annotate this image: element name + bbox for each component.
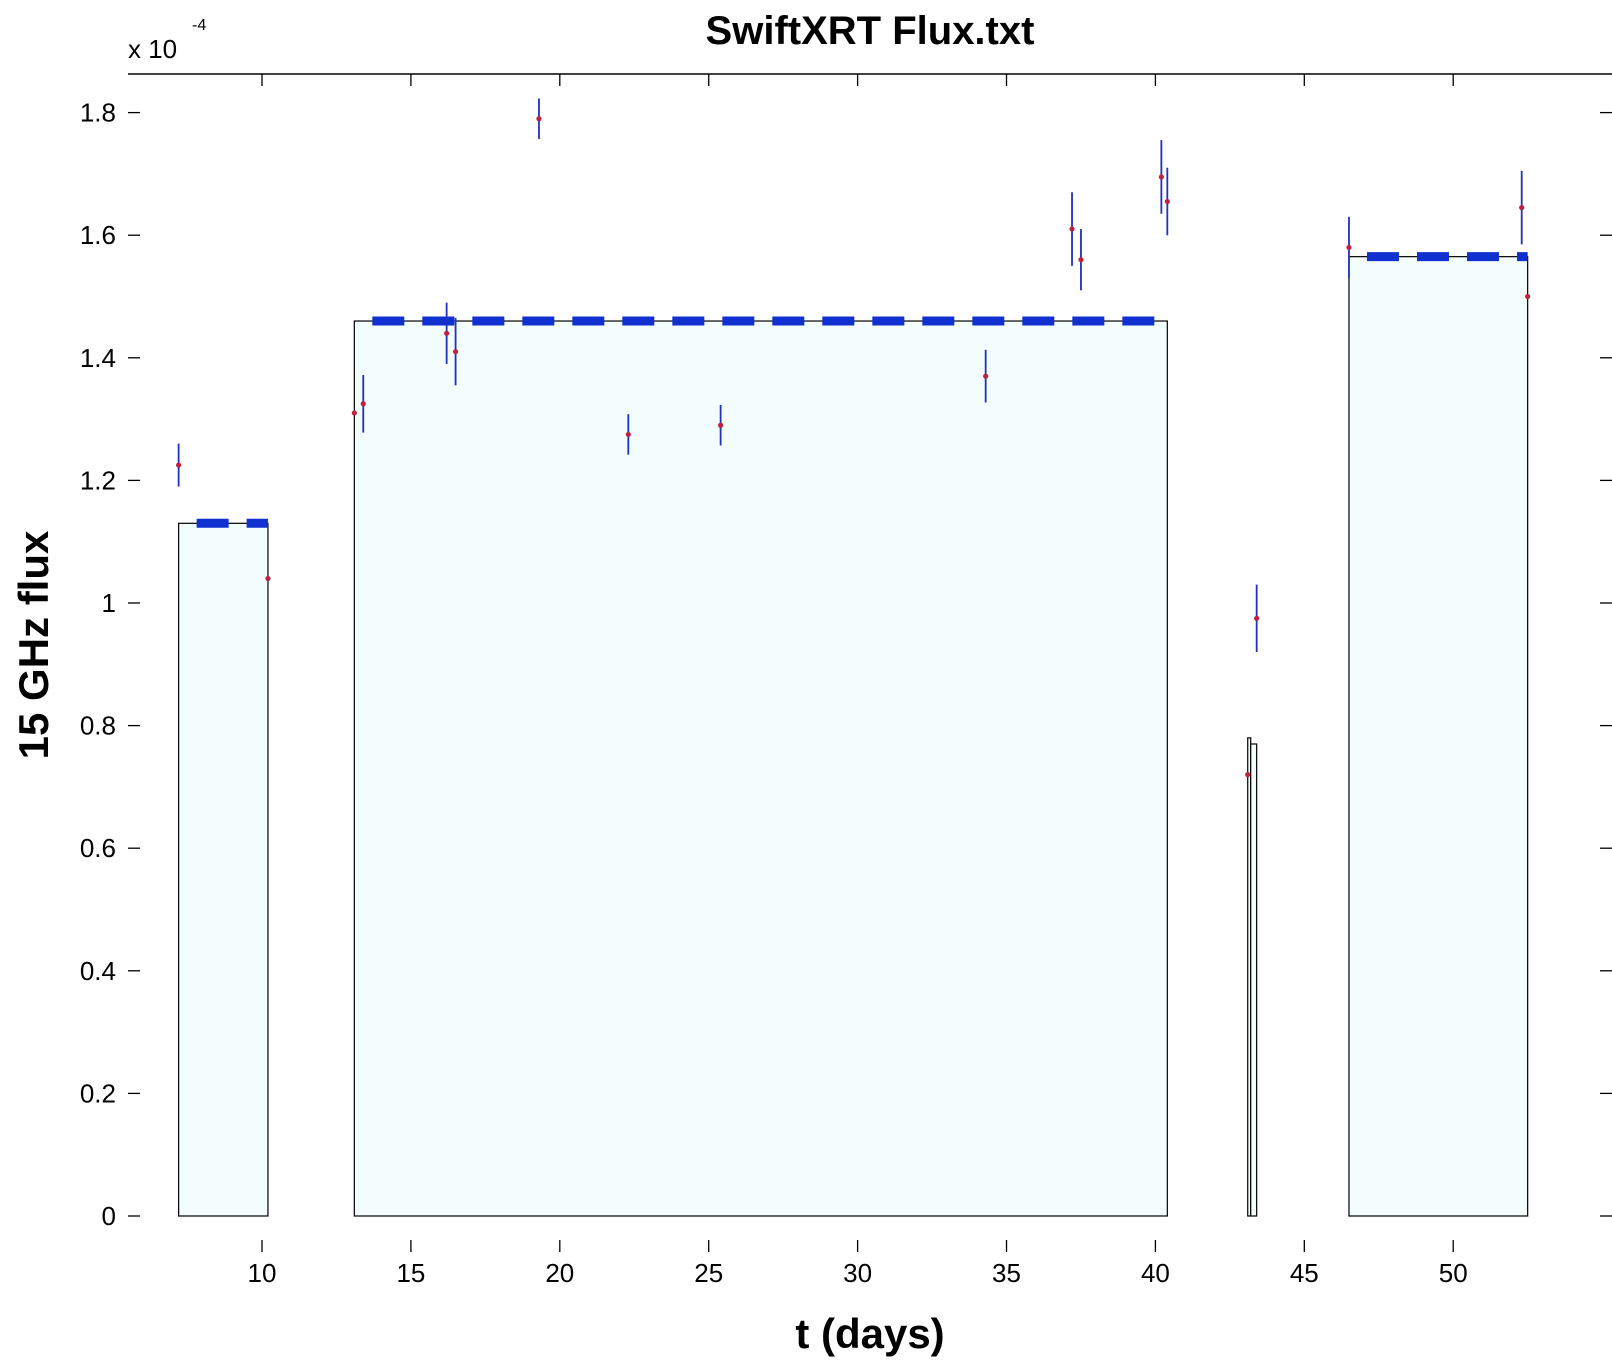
y-tick-label-2: 0.4 bbox=[80, 956, 116, 986]
y-tick-label-8: 1.6 bbox=[80, 220, 116, 250]
data-point-11 bbox=[1078, 257, 1084, 263]
data-point-0 bbox=[176, 462, 182, 468]
y-axis-label: 15 GHz flux bbox=[10, 530, 57, 759]
x-tick-label-3: 25 bbox=[694, 1258, 723, 1288]
x-tick-label-1: 15 bbox=[396, 1258, 425, 1288]
x-tick-label-0: 10 bbox=[248, 1258, 277, 1288]
data-point-6 bbox=[536, 116, 542, 122]
y-tick-label-6: 1.2 bbox=[80, 465, 116, 495]
x-tick-label-8: 50 bbox=[1439, 1258, 1468, 1288]
block-0 bbox=[178, 522, 269, 1217]
mean-lines-layer bbox=[196, 252, 1528, 528]
y-tick-label-5: 1 bbox=[102, 588, 116, 618]
x-tick-label-2: 20 bbox=[545, 1258, 574, 1288]
data-point-1 bbox=[265, 575, 271, 582]
data-point-14 bbox=[1245, 772, 1251, 778]
y-tick-label-7: 1.4 bbox=[80, 343, 116, 373]
y-multiplier-exponent: -4 bbox=[192, 17, 206, 34]
y-multiplier-base: x 10 bbox=[128, 34, 177, 64]
x-tick-label-5: 35 bbox=[992, 1258, 1021, 1288]
data-point-17 bbox=[1519, 205, 1525, 211]
data-point-9 bbox=[983, 373, 989, 379]
y-tick-label-0: 0 bbox=[102, 1201, 116, 1231]
block-1 bbox=[353, 320, 1168, 1217]
data-point-5 bbox=[452, 349, 459, 355]
data-point-16 bbox=[1346, 244, 1352, 251]
block-3 bbox=[1250, 743, 1258, 1217]
x-tick-label-7: 45 bbox=[1290, 1258, 1319, 1288]
x-tick-label-4: 30 bbox=[843, 1258, 872, 1288]
y-axis-ticks: 0 0.2 0.4 0.6 0.8 1 1.2 1.4 1.6 1.8 bbox=[80, 98, 1612, 1231]
points-layer bbox=[176, 116, 1531, 778]
y-tick-label-3: 0.6 bbox=[80, 833, 116, 863]
data-point-10 bbox=[1069, 226, 1075, 232]
y-tick-label-4: 0.8 bbox=[80, 711, 116, 741]
y-tick-label-1: 0.2 bbox=[80, 1078, 116, 1108]
chart-title: SwiftXRT Flux.txt bbox=[706, 9, 1035, 53]
blocks-layer bbox=[178, 256, 1529, 1217]
block-4 bbox=[1348, 256, 1529, 1217]
data-point-15 bbox=[1254, 615, 1260, 621]
x-axis-ticks: 10 15 20 25 30 35 40 45 50 bbox=[248, 74, 1468, 1288]
data-point-18 bbox=[1525, 293, 1531, 300]
y-tick-label-9: 1.8 bbox=[80, 98, 116, 128]
data-point-8 bbox=[718, 422, 724, 428]
data-point-2 bbox=[351, 410, 357, 416]
data-point-7 bbox=[625, 431, 631, 438]
data-point-4 bbox=[444, 330, 450, 336]
x-tick-label-6: 40 bbox=[1141, 1258, 1170, 1288]
data-point-3 bbox=[360, 401, 366, 407]
x-axis-label: t (days) bbox=[795, 1310, 944, 1357]
data-point-13 bbox=[1164, 198, 1170, 205]
data-point-12 bbox=[1158, 174, 1164, 180]
